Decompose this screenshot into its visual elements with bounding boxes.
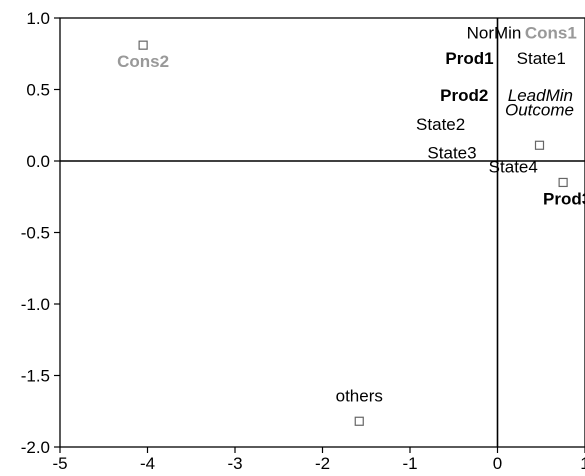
y-tick-label: -1.0 [21,295,50,314]
point-label: State1 [517,49,566,68]
point-label: Cons1 [525,23,577,42]
point-marker [138,40,148,50]
point-markers [138,40,568,426]
point-label: State4 [489,158,538,177]
x-tick-label: -5 [52,454,67,473]
point-label: Cons2 [117,52,169,71]
plot-frame [59,17,585,448]
x-tick-label: -4 [140,454,155,473]
x-axis-ticks: -5 -4 -3 -2 -1 0 1 [52,447,585,473]
y-tick-label: 0.0 [26,152,50,171]
point-label: LeadMin [508,86,573,105]
y-tick-label: 1.0 [26,9,50,28]
x-tick-label: 0 [493,454,502,473]
x-tick-label: -2 [315,454,330,473]
y-tick-label: -1.5 [21,367,50,386]
x-tick-label: -3 [227,454,242,473]
y-tick-label: -2.0 [21,438,50,457]
point-label: NorMin [467,23,522,42]
point-marker [354,416,364,426]
y-axis-ticks: 1.0 0.5 0.0 -0.5 -1.0 -1.5 -2.0 [21,9,60,457]
point-label: Prod1 [445,49,493,68]
point-label: others [336,386,383,405]
reference-lines [60,18,585,447]
y-tick-label: 0.5 [26,81,50,100]
point-label: Outcome [505,100,574,119]
y-tick-label: -0.5 [21,224,50,243]
point-label: Prod2 [440,86,488,105]
point-label: State2 [416,115,465,134]
point-label: Prod3 [543,189,585,208]
point-label: State3 [427,143,476,162]
x-tick-label: -1 [402,454,417,473]
point-marker [558,177,568,188]
point-marker [534,140,545,150]
x-tick-label: 1 [580,454,585,473]
